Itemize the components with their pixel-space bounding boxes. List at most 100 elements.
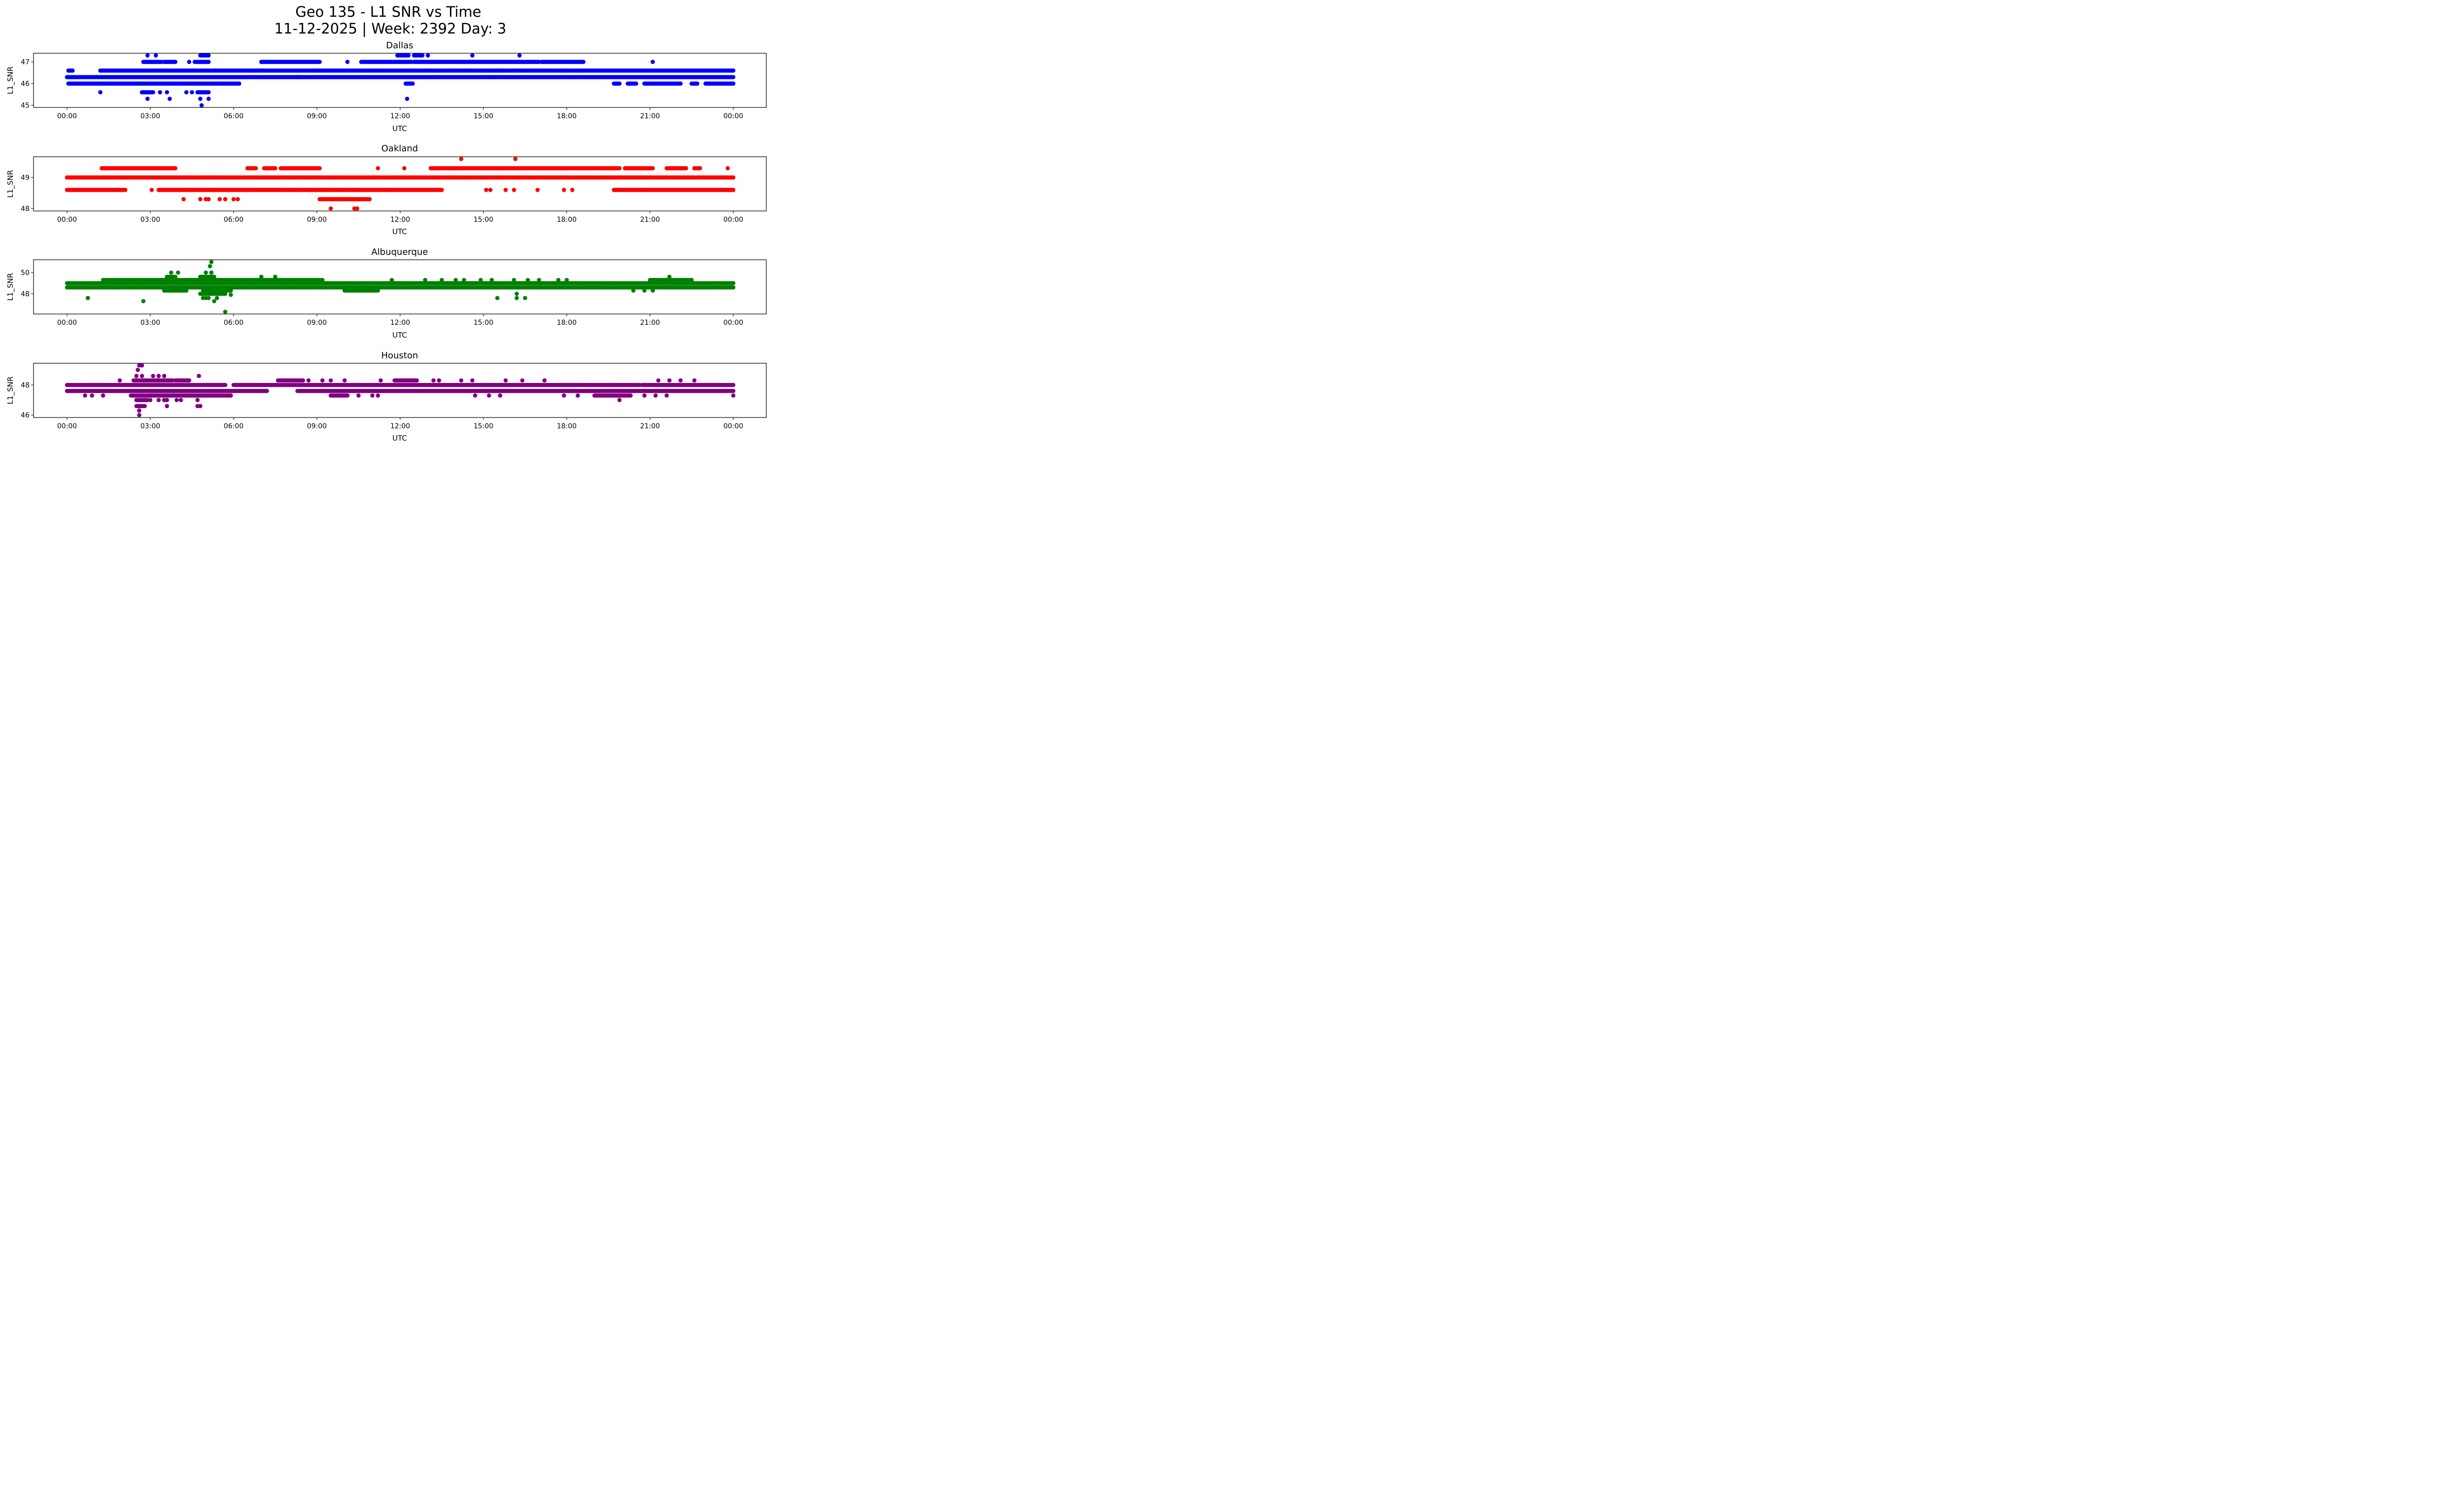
data-point [459,157,464,161]
scatter-points [65,53,736,107]
data-point [273,275,277,279]
data-point [512,278,516,282]
data-point [173,60,178,64]
data-point [488,75,493,79]
x-tick-label: 15:00 [474,216,493,224]
data-point [317,166,322,171]
x-tick-label: 00:00 [723,319,743,327]
x-tick-label: 00:00 [57,112,77,120]
data-point [642,288,647,293]
panel-albuquerque: Albuquerque L1_SNR UTC 00:00 03:00 06:00 09… [6,247,767,340]
data-point [678,81,683,86]
x-tick-label: 21:00 [640,216,660,224]
data-point [173,275,178,279]
data-point [389,278,394,282]
data-point [631,288,636,293]
data-point [406,53,411,58]
data-point [223,291,228,296]
data-point [495,296,500,300]
panel-title: Albuquerque [371,247,428,257]
data-point [117,285,122,290]
y-axis-label: L1_SNR [6,170,15,198]
data-point [149,188,154,192]
data-point [141,299,146,304]
data-point [237,81,241,86]
data-point [317,60,322,64]
panel-dallas: Dallas L1_SNR UTC 00:00 03:00 06:00 09:00 12… [6,40,767,133]
data-point [320,278,325,282]
data-point [70,68,75,73]
data-point [525,278,530,282]
panel-title: Houston [381,350,418,361]
x-tick-label: 09:00 [307,216,327,224]
data-point [223,382,228,387]
x-tick-label: 09:00 [307,112,327,120]
y-tick-label: 45 [21,102,30,110]
data-point [209,260,214,264]
x-tick-label: 03:00 [140,112,160,120]
data-point [698,166,702,171]
data-point [684,166,688,171]
data-point [423,278,427,282]
x-tick-label: 15:00 [474,112,493,120]
data-point [581,60,586,64]
data-point [184,90,189,95]
data-point [345,60,350,64]
data-point [562,188,566,192]
data-point [453,278,458,282]
data-point [695,81,700,86]
data-point [206,97,211,101]
data-point [564,278,569,282]
data-point [273,166,277,171]
x-tick-label: 00:00 [57,319,77,327]
data-point [731,281,736,285]
scatter-points [65,157,736,211]
data-point [512,188,516,192]
data-point [411,81,415,86]
data-point [212,275,216,279]
data-point [217,197,222,202]
data-point [634,81,639,86]
data-point [231,197,236,202]
x-tick-label: 12:00 [390,112,410,120]
x-axis-label: UTC [392,331,407,340]
data-point [176,270,180,275]
data-point [440,278,444,282]
x-tick-label: 18:00 [557,216,577,224]
x-tick-label: 15:00 [474,319,493,327]
data-point [223,310,228,314]
data-point [405,97,410,101]
data-point [98,90,103,95]
data-point [570,188,575,192]
data-point [173,166,178,171]
x-tick-label: 12:00 [390,319,410,327]
data-point [523,296,527,300]
y-tick-label: 50 [21,269,30,277]
data-point [731,382,736,387]
figure: Geo 135 - L1 SNR vs Time 11-12-2025 | We… [6,3,767,443]
data-point [265,388,269,393]
data-point [86,296,90,300]
data-point [301,378,306,383]
data-point [725,166,730,171]
data-point [426,53,430,58]
data-point [420,53,425,58]
data-point [209,270,214,275]
data-point [414,378,419,383]
data-point [462,278,466,282]
scatter-points [65,363,736,417]
data-point [259,275,264,279]
data-point [297,75,301,79]
data-point [204,296,208,300]
data-point [187,378,192,383]
data-point [376,166,380,171]
data-point [367,197,372,202]
x-tick-label: 03:00 [140,216,160,224]
data-point [667,275,672,279]
x-axis-label: UTC [392,227,407,236]
data-point [537,278,541,282]
data-point [731,188,736,192]
data-point [479,278,483,282]
y-tick-label: 49 [21,174,30,182]
data-point [151,90,155,95]
